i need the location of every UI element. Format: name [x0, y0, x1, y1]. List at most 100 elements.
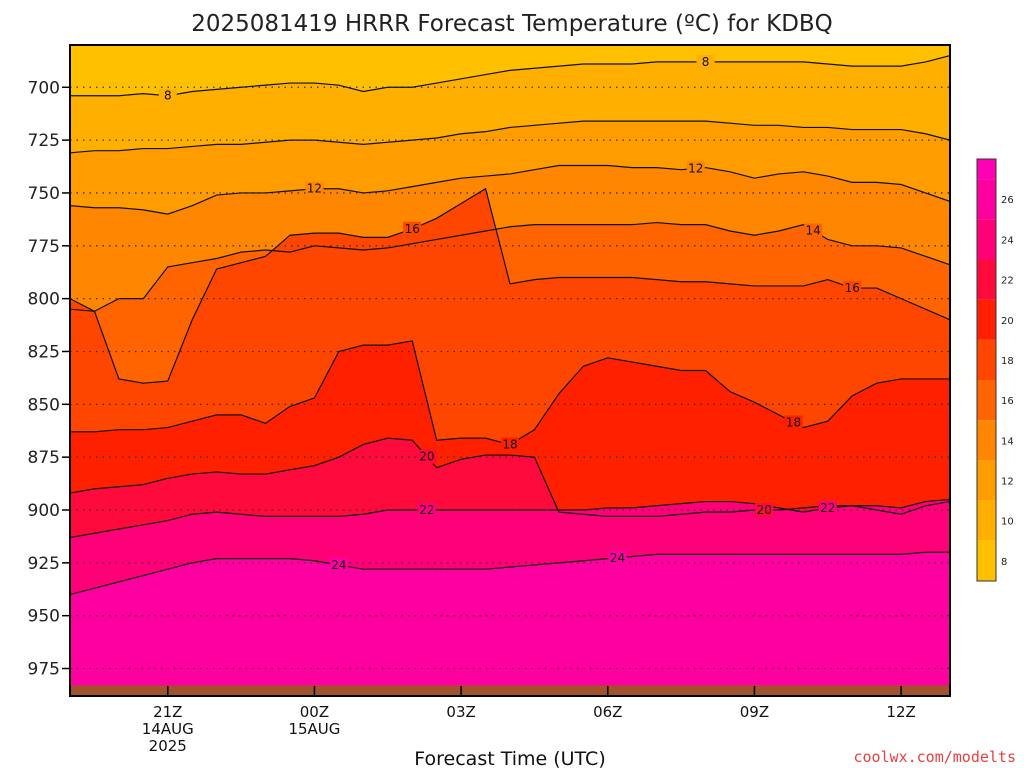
isotherm-label-bg	[755, 503, 774, 517]
colorbar-band	[977, 540, 996, 581]
isotherm-label-bg	[417, 503, 436, 517]
isotherm-label-bg	[417, 449, 436, 464]
colorbar-tick-label-22: 22	[1001, 276, 1014, 287]
ground-area	[70, 685, 950, 696]
isotherm-label-bg	[818, 500, 837, 515]
isotherm-label-bg	[608, 550, 627, 565]
y-tick-label-925: 925	[28, 554, 60, 574]
colorbar-band	[977, 500, 996, 541]
isotherm-24	[70, 551, 950, 596]
x-tick-label: 2025	[149, 737, 187, 755]
isotherm-label-bg	[158, 88, 177, 103]
y-tick-label-725: 725	[28, 131, 60, 151]
colorbar-band	[977, 159, 996, 180]
y-tick-label-775: 775	[28, 237, 60, 257]
isotherm-label-layer: 8 8 12 12 14 16 16 18 18 20 20 22 22 24 24	[158, 54, 862, 572]
colorbar-tick-label-24: 24	[1001, 235, 1014, 246]
plot-frame	[69, 44, 951, 697]
x-tick-label: 03Z	[446, 703, 475, 721]
isotherm-label-18: 18	[786, 415, 801, 429]
colorbar-tick-label-12: 12	[1001, 477, 1014, 488]
band-above-12	[70, 165, 950, 312]
x-tick-label: 09Z	[740, 703, 769, 721]
y-tick-label-700: 700	[28, 78, 60, 98]
isotherm-label-22: 22	[419, 503, 434, 517]
y-tick-label-750: 750	[28, 184, 60, 204]
x-tick-label: 00Z	[300, 703, 329, 721]
isotherm-label-8: 8	[164, 89, 172, 103]
colorbar-frame	[976, 158, 997, 582]
isotherm-14	[70, 221, 950, 312]
isotherm-22	[70, 498, 950, 539]
isotherm-20	[70, 437, 950, 517]
temperature-fill-layer	[70, 45, 950, 696]
y-tick-label-850: 850	[28, 395, 60, 415]
colorbar-band	[977, 420, 996, 461]
colorbar-tick-label-10: 10	[1001, 517, 1014, 528]
isotherm-label-20: 20	[757, 503, 772, 517]
isotherm-label-bg	[329, 557, 348, 572]
isotherm-10	[70, 120, 950, 154]
colorbar-band	[977, 380, 996, 421]
colorbar-band	[977, 299, 996, 340]
isotherm-12	[70, 164, 950, 215]
isotherm-label-bg	[784, 415, 803, 430]
isotherm-label-18: 18	[502, 437, 517, 451]
isotherm-label-bg	[686, 161, 705, 176]
x-axis-label: Forecast Time (UTC)	[414, 748, 605, 768]
colorbar-band	[977, 179, 996, 220]
colorbar-band	[977, 339, 996, 381]
isotherm-label-12: 12	[688, 161, 703, 175]
y-tick-label-875: 875	[28, 448, 60, 468]
band-above-22	[70, 499, 950, 595]
isotherm-label-16: 16	[405, 222, 420, 236]
colorbar-band	[977, 460, 996, 501]
colorbar-tick-label-26: 26	[1001, 195, 1014, 206]
isotherm-label-bg	[696, 54, 715, 69]
isotherm-label-14: 14	[805, 224, 820, 238]
y-tick-label-975: 975	[28, 660, 60, 680]
band-above-20	[70, 438, 950, 538]
ground-layer	[70, 685, 950, 696]
colorbar-tick-label-20: 20	[1001, 316, 1014, 327]
y-tick-label-825: 825	[28, 342, 60, 362]
isotherm-label-bg	[305, 181, 324, 196]
colorbar-band	[977, 259, 996, 300]
isotherm-label-16: 16	[845, 281, 860, 295]
isotherm-label-8: 8	[702, 55, 710, 69]
isotherm-label-24: 24	[610, 551, 625, 565]
colorbar-tick-label-16: 16	[1001, 396, 1014, 407]
isotherm-label-bg	[804, 223, 823, 238]
x-tick-label: 12Z	[886, 703, 915, 721]
isotherm-16	[70, 187, 950, 384]
x-tick-label: 14AUG	[142, 720, 194, 738]
isotherm-label-20: 20	[419, 450, 434, 464]
isotherm-label-bg	[843, 281, 862, 296]
x-tick-label: 15AUG	[288, 720, 340, 738]
isotherm-label-bg	[501, 437, 519, 452]
x-tick-label: 06Z	[593, 703, 622, 721]
y-tick-label-900: 900	[28, 501, 60, 521]
colorbar: 8 10 12 14 16 18 20 22 24 26	[976, 158, 1014, 582]
colorbar-tick-label-18: 18	[1001, 356, 1014, 367]
band-above-24	[70, 552, 950, 696]
isotherm-8	[70, 54, 950, 97]
isotherm-layer	[70, 54, 950, 596]
isotherm-label-bg	[403, 221, 422, 236]
x-tick-label: 21Z	[153, 703, 182, 721]
y-tick-label-800: 800	[28, 290, 60, 310]
isotherm-label-22: 22	[820, 501, 835, 515]
colorbar-tick-label-8: 8	[1001, 557, 1007, 568]
isotherm-label-12: 12	[307, 182, 322, 196]
colorbar-tick-label-14: 14	[1001, 436, 1014, 447]
chart-title: 2025081419 HRRR Forecast Temperature (ºC…	[191, 11, 833, 37]
pressure-axis: 700 725 750 775 800 825 850 875 900 925 950 975	[28, 78, 70, 680]
band-above-18	[70, 340, 950, 517]
isotherm-label-24: 24	[331, 558, 346, 572]
band-above-8	[70, 55, 950, 153]
credit-text: coolwx.com/modelts	[853, 748, 1016, 766]
y-tick-label-950: 950	[28, 607, 60, 627]
colorbar-band	[977, 219, 996, 260]
